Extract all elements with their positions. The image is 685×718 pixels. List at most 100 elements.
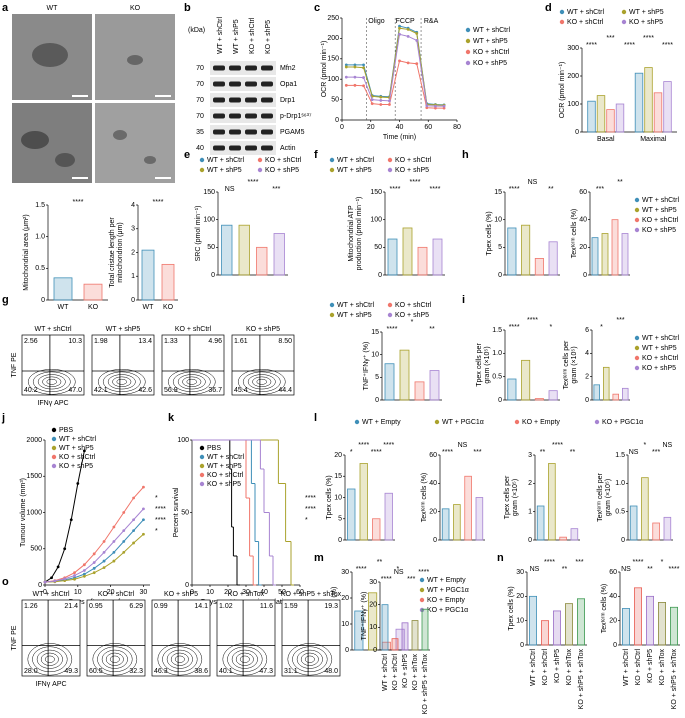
legend-label: WT + shCtrl: [473, 27, 510, 34]
point: [406, 28, 410, 31]
y-tick-label: 10: [334, 494, 342, 501]
panel-letter: o: [2, 576, 9, 588]
significance: ***: [407, 576, 415, 583]
y-tick-label: 30: [516, 569, 524, 576]
significance: ***: [652, 449, 660, 456]
point: [353, 75, 357, 79]
significance: ****: [552, 442, 563, 449]
significance: ***: [606, 35, 614, 42]
legend-swatch: [419, 597, 425, 603]
blot-band: [261, 145, 273, 151]
legend-label: WT + PGC1α: [442, 419, 484, 426]
contour: [32, 646, 68, 673]
x-tick-label: WT + shCtrl: [382, 654, 389, 691]
legend-label: KO + shP5: [642, 227, 676, 234]
y-tick-label: 1500: [26, 473, 42, 480]
contour: [242, 371, 281, 392]
plot-frame: [21, 334, 85, 396]
x-tick-label: KO + shP5: [402, 654, 409, 688]
y-axis-label: Tumour volume (mm³): [20, 478, 27, 547]
plot-title: KO + shCtrl: [98, 591, 135, 598]
panel-letter: n: [497, 552, 504, 564]
protein-label: PGAM5: [280, 129, 305, 136]
y-tick-label: 0: [373, 647, 377, 654]
significance: ****: [669, 566, 680, 573]
significance: ****: [305, 506, 316, 513]
y-tick-label: 4: [131, 202, 135, 209]
lane-label: WT + shP5: [233, 19, 240, 54]
series-line: [44, 533, 144, 583]
legend-label: KO + shCtrl: [567, 19, 604, 26]
y-tick-label: 4: [585, 350, 589, 357]
y-axis-label: mitochondrion (μm): [117, 222, 124, 282]
y-axis-label: Mitochondrial ATP: [348, 205, 355, 262]
protein-label: Drp1: [280, 97, 295, 104]
plot-frame: [91, 334, 155, 396]
contour: [296, 649, 323, 669]
significance: **: [570, 449, 576, 456]
x-tick-label: KO + shP5: [647, 649, 654, 683]
legend-swatch: [199, 481, 205, 487]
panel-letter: i: [462, 294, 465, 306]
y-tick-label: 1000: [26, 509, 42, 516]
bar: [453, 504, 461, 541]
bar: [622, 608, 631, 646]
legend-swatch: [634, 207, 640, 213]
point: [406, 61, 410, 65]
point: [362, 63, 365, 67]
plot-title: WT + shCtrl: [32, 591, 69, 598]
legend-swatch: [199, 445, 205, 451]
quadrant-value: 0.95: [89, 603, 103, 610]
plot-frame: [231, 334, 295, 396]
plot-frame: [21, 599, 81, 677]
y-tick-label: 100: [567, 101, 579, 108]
x-tick-label: KO + shTox: [566, 649, 573, 686]
y-tick-label: 250: [327, 15, 339, 22]
significance: ****: [305, 495, 316, 502]
contour: [107, 374, 136, 390]
bar: [548, 390, 558, 401]
significance: ****: [509, 186, 520, 193]
point: [379, 95, 383, 99]
y-tick-label: 500: [30, 546, 42, 553]
legend-label: KO + shCtrl: [395, 157, 432, 164]
contour: [182, 376, 202, 387]
y-tick-label: 1.0: [615, 480, 625, 487]
protein-label: Opa1: [280, 81, 297, 88]
significance: **: [647, 566, 653, 573]
y-tick-label: 20: [579, 244, 587, 251]
y-tick-label: 20: [369, 602, 377, 609]
y-tick-label: 10: [494, 217, 502, 224]
legend-label: WT + shCtrl: [207, 157, 244, 164]
legend-swatch: [199, 157, 205, 163]
bar: [596, 95, 606, 133]
blot-band: [245, 113, 257, 119]
kda-marker: 40: [196, 145, 204, 152]
plot-frame: [161, 334, 225, 396]
quadrant-value: 36.7: [208, 387, 222, 394]
x-tick-label: 80: [453, 124, 461, 131]
legend-swatch: [634, 355, 640, 361]
organelle: [113, 130, 127, 140]
bar: [652, 522, 660, 541]
legend-swatch: [51, 427, 57, 433]
quadrant-value: 2.56: [24, 338, 38, 345]
panel-letter: f: [314, 149, 318, 161]
y-axis-label: TNF⁺IFNγ⁺ (%): [363, 342, 370, 391]
legend-label: WT + shP5: [59, 445, 94, 452]
legend-swatch: [594, 419, 600, 425]
legend-swatch: [434, 419, 440, 425]
point: [82, 449, 86, 453]
contour: [102, 371, 141, 392]
bar: [565, 603, 574, 646]
bar: [161, 263, 175, 301]
y-axis-label: Texᵗᵉʳᵐ cells (%): [601, 584, 608, 634]
point: [92, 566, 96, 570]
image-label: WT: [47, 5, 59, 12]
blot-band: [261, 129, 273, 135]
y-tick-label: 1: [131, 273, 135, 280]
blot-band: [245, 65, 257, 71]
y-tick-label: 0: [338, 537, 342, 544]
x-tick-label: 10: [74, 589, 82, 596]
point: [43, 580, 47, 584]
